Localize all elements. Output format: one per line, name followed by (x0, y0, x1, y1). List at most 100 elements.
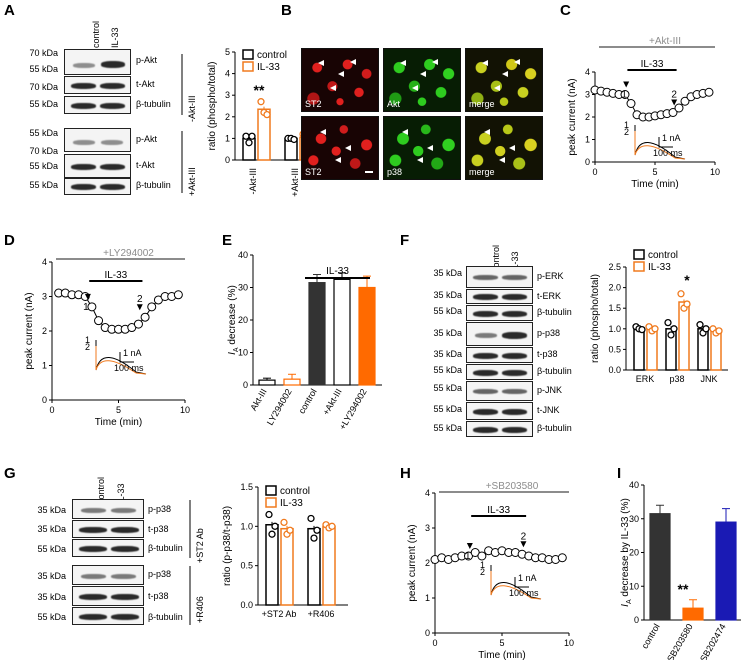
micrograph-merge-1: merge (465, 48, 543, 112)
x-axis-label: Time (min) (95, 417, 142, 428)
protein-label: β-tubulin (148, 543, 183, 553)
marker-arrow (84, 293, 91, 300)
data-point (147, 302, 157, 312)
y-tick-label: 0 (42, 395, 47, 405)
protein-label: p-p38 (148, 569, 172, 579)
y-tick-label: 4 (42, 257, 47, 267)
data-point (133, 319, 143, 329)
y-tick-label: 0 (634, 615, 639, 625)
kda-marker: 70 kDa (29, 82, 58, 92)
data-point (620, 90, 630, 99)
kda-marker: 35 kDa (433, 349, 462, 359)
y-tick-label: 30 (238, 283, 248, 293)
panel-letter-h: H (400, 465, 411, 482)
marker-label: 1 (621, 90, 627, 101)
kda-marker: 55 kDa (29, 99, 58, 109)
y-tick-label: 0.5 (608, 344, 621, 354)
trace-label: 2 (624, 127, 629, 137)
current-trace-il33 (95, 346, 147, 375)
bar (715, 521, 737, 621)
y-axis-label: IA decrease by IL-33 (%) (620, 498, 633, 607)
protein-label: p-p38 (148, 504, 172, 514)
data-point (271, 522, 279, 530)
y-tick-label: 0 (585, 157, 590, 167)
marker-label: 2 (137, 294, 143, 305)
kda-marker: 55 kDa (433, 423, 462, 433)
protein-label: p-Akt (136, 134, 158, 144)
kda-marker: 55 kDa (433, 404, 462, 414)
x-tick-label: +Akt-III (290, 168, 300, 197)
treatment-label: IL-33 (641, 59, 664, 70)
data-point (310, 534, 318, 542)
x-tick-label: SB203580 (665, 622, 695, 660)
blot-strip (466, 289, 533, 304)
kda-marker: 55 kDa (29, 64, 58, 74)
legend-label: control (280, 486, 310, 497)
bar (280, 527, 294, 606)
micrograph-merge-2: merge (465, 116, 543, 180)
data-point (307, 514, 315, 523)
data-point (651, 325, 659, 333)
data-point (265, 510, 273, 519)
data-point (140, 312, 150, 322)
x-tick-label: 10 (180, 405, 190, 415)
legend-swatch (633, 249, 645, 260)
y-tick-label: 10 (629, 581, 639, 591)
x-tick-label: 5 (499, 638, 504, 648)
y-tick-label: 1 (585, 135, 590, 145)
y-axis-label: peak current (nA) (407, 524, 418, 601)
y-tick-label: 1.0 (608, 324, 621, 334)
y-tick-label: 10 (238, 348, 248, 358)
data-point (680, 96, 690, 106)
data-point (702, 325, 710, 333)
kda-marker: 55 kDa (29, 161, 58, 171)
x-tick-label: ERK (636, 374, 655, 384)
marker-label: 2 (521, 531, 527, 542)
trace-label: 2 (85, 342, 90, 352)
legend-label: IL-33 (280, 498, 303, 509)
drug-label: +Akt-III (649, 36, 681, 47)
kda-marker: 55 kDa (37, 544, 66, 554)
y-tick-label: 3 (585, 90, 590, 100)
blot-strip (72, 520, 144, 538)
y-tick-label: 4 (585, 67, 590, 77)
scale-time-label: 100 ms (509, 588, 539, 598)
data-point (715, 327, 723, 335)
x-tick-label: JNK (700, 374, 717, 384)
protein-label: β-tubulin (537, 423, 572, 433)
marker-arrow (136, 304, 143, 311)
y-tick-label: 0 (243, 380, 248, 390)
y-tick-label: 0.5 (240, 561, 253, 571)
data-point (677, 290, 685, 298)
blot-strip (72, 499, 144, 519)
protein-label: p-p38 (537, 328, 561, 338)
marker-label: 1 (465, 551, 471, 562)
kda-marker: 35 kDa (37, 524, 66, 534)
blot-strip (466, 266, 533, 288)
y-tick-label: 4 (425, 488, 430, 498)
bar (649, 513, 671, 621)
panel-letter-f: F (400, 232, 410, 249)
data-point (328, 522, 336, 530)
scale-current-label: 1 nA (662, 133, 681, 143)
y-tick-label: 20 (238, 315, 248, 325)
data-point (683, 300, 691, 308)
trace-label: 1 (480, 560, 485, 570)
y-tick-label: 3 (425, 523, 430, 533)
scale-bar (119, 352, 134, 363)
blot-strip (466, 347, 533, 363)
y-tick-label: 2 (585, 112, 590, 122)
blot-strip (72, 607, 144, 625)
data-point (286, 526, 294, 534)
y-tick-label: 1 (42, 361, 47, 371)
x-tick-label: 10 (564, 638, 574, 648)
kda-marker: 35 kDa (433, 328, 462, 338)
legend-swatch (242, 61, 254, 72)
x-tick-label: -Akt-III (248, 168, 258, 195)
y-tick-label: 2 (225, 112, 230, 122)
y-tick-label: 0.0 (608, 365, 621, 375)
